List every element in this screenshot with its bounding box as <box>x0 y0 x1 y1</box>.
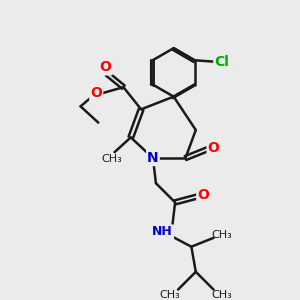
Text: N: N <box>147 151 159 165</box>
Text: O: O <box>208 141 220 155</box>
Text: CH₃: CH₃ <box>101 154 122 164</box>
Text: CH₃: CH₃ <box>211 290 232 300</box>
Text: CH₃: CH₃ <box>211 230 232 240</box>
Text: O: O <box>197 188 209 202</box>
Text: O: O <box>90 86 102 100</box>
Text: O: O <box>100 60 112 74</box>
Text: NH: NH <box>152 225 173 239</box>
Text: Cl: Cl <box>214 55 229 69</box>
Text: CH₃: CH₃ <box>160 290 181 300</box>
